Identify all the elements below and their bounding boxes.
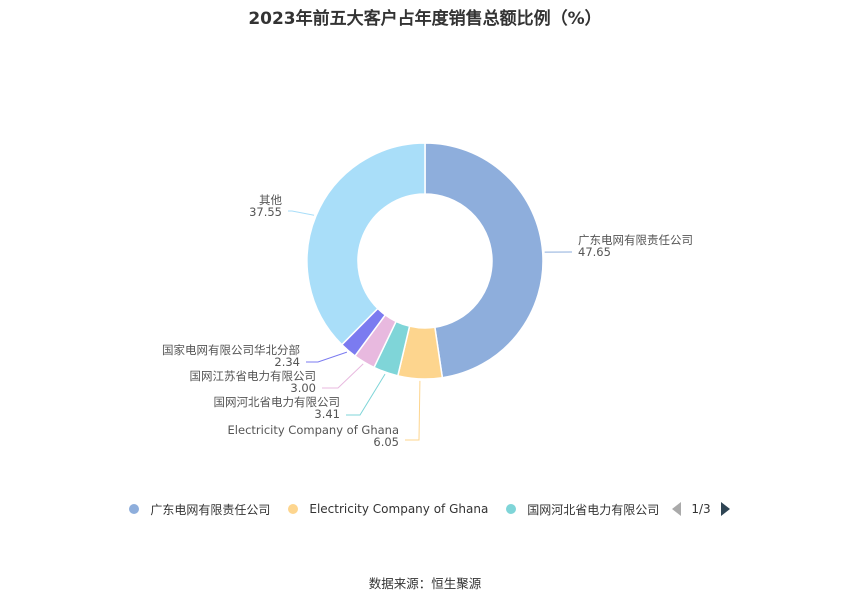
slice-label-4: 国家电网有限公司华北分部 (162, 343, 300, 357)
slice-label-0: 广东电网有限责任公司 (578, 233, 693, 247)
next-page-icon[interactable] (720, 502, 730, 516)
prev-page-icon[interactable] (672, 502, 682, 516)
slice-value-3: 3.00 (290, 381, 316, 395)
legend-pager: 1/3 (672, 502, 730, 516)
legend-label: 广东电网有限责任公司 (150, 502, 271, 517)
leader-line-5 (288, 210, 315, 216)
slice-label-5: 其他 (259, 193, 282, 207)
leader-line-2 (346, 373, 386, 416)
legend-item[interactable]: 广东电网有限责任公司 (129, 501, 270, 518)
slice-5[interactable] (306, 142, 426, 346)
leader-line-3 (322, 363, 364, 389)
legend-label: Electricity Company of Ghana (309, 502, 489, 516)
slice-label-3: 国网江苏省电力有限公司 (190, 369, 317, 383)
slice-value-5: 37.55 (249, 205, 282, 219)
legend-page-indicator: 1/3 (691, 502, 711, 516)
leader-line-4 (306, 351, 348, 363)
slice-value-1: 6.05 (373, 435, 399, 449)
legend: 广东电网有限责任公司 Electricity Company of Ghana … (0, 499, 850, 519)
legend-dot-2 (506, 504, 517, 514)
slice-value-2: 3.41 (314, 407, 340, 421)
slice-label-2: 国网河北省电力有限公司 (214, 395, 341, 409)
chart-title: 2023年前五大客户占年度销售总额比例（%） (248, 9, 602, 29)
legend-item[interactable]: Electricity Company of Ghana (288, 502, 488, 516)
slice-label-1: Electricity Company of Ghana (228, 423, 399, 437)
legend-dot-0 (129, 504, 140, 514)
slice-0[interactable] (424, 142, 544, 379)
leader-line-1 (405, 380, 421, 441)
legend-dot-1 (288, 504, 299, 514)
slice-value-4: 2.34 (274, 355, 300, 369)
legend-item[interactable]: 国网河北省电力有限公司 (506, 501, 659, 518)
slice-value-0: 47.65 (578, 245, 611, 259)
data-source: 数据来源：恒生聚源 (368, 576, 482, 591)
legend-label: 国网河北省电力有限公司 (527, 502, 660, 517)
